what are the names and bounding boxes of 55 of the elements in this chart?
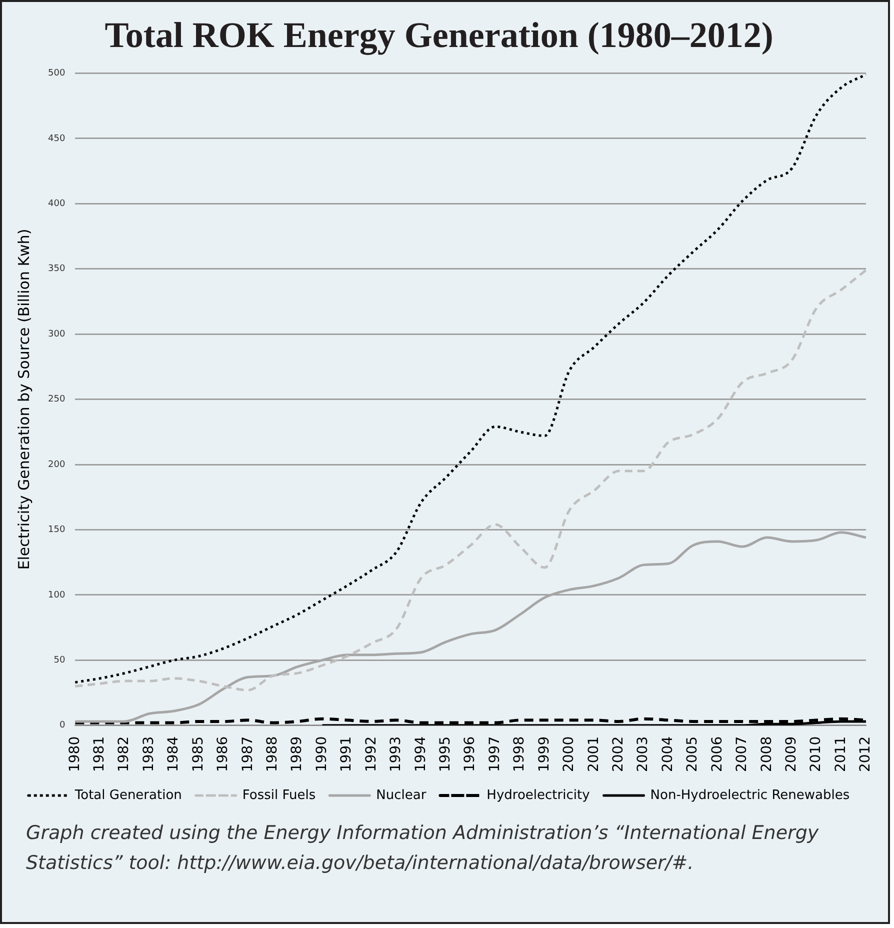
y-tick-label: 0: [59, 720, 66, 731]
x-tick-label: 2000: [561, 736, 578, 772]
y-tick-label: 450: [48, 134, 66, 144]
x-tick-label: 2004: [660, 736, 676, 772]
x-tick-label: 1980: [66, 736, 83, 772]
x-tick-label: 2009: [784, 736, 800, 772]
x-tick-label: 1984: [166, 736, 182, 772]
x-tick-label: 1987: [240, 736, 256, 772]
y-tick-label: 100: [48, 590, 66, 600]
y-tick-label: 50: [54, 656, 66, 666]
y-tick-label: 200: [48, 460, 66, 470]
x-tick-label: 1997: [486, 736, 503, 772]
x-tick-label: 1981: [92, 736, 108, 772]
text: Graph created using the Energy Information Administration’s “International Energy Statistics” tool: http://www.eia.gov/beta/international/data/browser/#.: [25, 821, 820, 876]
x-tick-label: 1995: [438, 736, 454, 772]
y-tick-label: 350: [48, 264, 66, 274]
x-tick-label: 2002: [610, 736, 627, 772]
x-tick-label: 1999: [536, 736, 552, 772]
line-series: [74, 531, 868, 723]
x-tick-label: 2006: [709, 736, 726, 772]
x-tick-label: 2001: [586, 736, 602, 772]
line-series: [74, 73, 868, 684]
x-tick-label: 2005: [684, 736, 701, 772]
legend-label: Non-Hydroelectric Renewables: [650, 788, 850, 803]
y-axis-title: Electricity Generation by Source (Billion Kwh): [14, 228, 33, 570]
y-tick-label: 250: [48, 394, 66, 405]
y-tick-label: 300: [48, 329, 66, 340]
y-tick-label: 500: [48, 68, 66, 79]
legend-label: Total Generation: [74, 788, 182, 803]
chart-title: Total ROK Energy Generation (1980–2012): [104, 14, 774, 55]
x-tick-label: 1988: [264, 736, 281, 772]
legend-label: Hydroelectricity: [486, 788, 590, 803]
legend-label: Nuclear: [376, 788, 427, 803]
x-tick-label: 1992: [363, 736, 380, 772]
x-tick-label: 1994: [412, 736, 429, 772]
x-tick-label: 2008: [758, 736, 775, 772]
x-tick-label: 1993: [388, 736, 404, 772]
x-tick-label: 1990: [314, 736, 330, 772]
x-tick-label: 2011: [832, 736, 849, 772]
x-tick-label: 2003: [635, 736, 652, 772]
x-tick-label: 1989: [289, 736, 306, 772]
y-tick-label: 400: [48, 198, 66, 209]
line-series: [74, 268, 868, 692]
x-tick-label: 1985: [190, 736, 206, 772]
x-tick-label: 2012: [858, 736, 874, 772]
x-tick-label: 1986: [215, 736, 232, 772]
x-tick-label: 1982: [116, 736, 132, 772]
x-tick-label: 1996: [462, 736, 478, 772]
y-tick-label: 150: [48, 525, 66, 536]
x-tick-label: 1983: [140, 736, 157, 772]
x-tick-label: 2010: [808, 736, 824, 772]
x-tick-label: 1991: [338, 736, 355, 772]
x-tick-label: 1998: [512, 736, 528, 772]
legend-label: Fossil Fuels: [242, 788, 316, 803]
x-tick-label: 2007: [734, 736, 750, 772]
